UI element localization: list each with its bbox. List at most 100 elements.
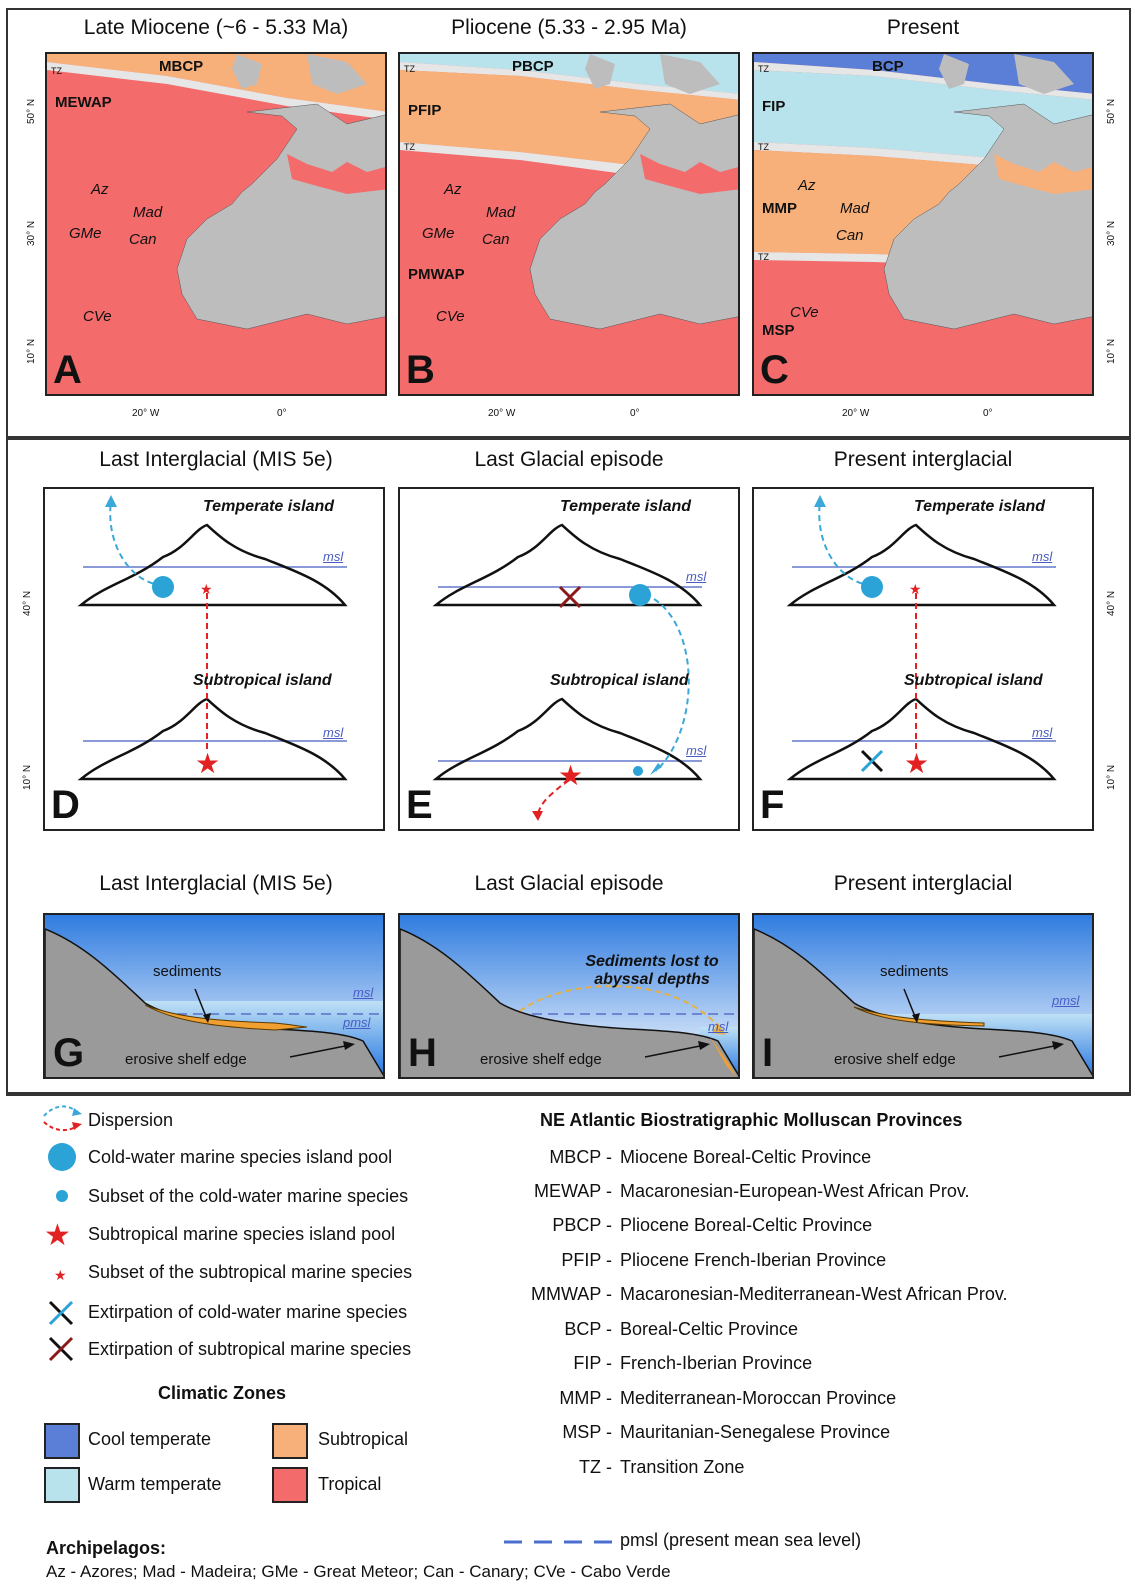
shelf-g-sediments-label: sediments bbox=[153, 963, 222, 980]
map-a-x-tick-0: 0° bbox=[277, 408, 287, 419]
shelf-panel-g: sediments msl pmsl erosive shelf edge G bbox=[43, 913, 385, 1079]
legend-cold-subset: Subset of the cold-water marine species bbox=[88, 1186, 409, 1206]
map-b: TZ TZ PBCP PFIP PMWAP Az Mad GMe Can CVe… bbox=[398, 52, 740, 396]
shelf-i-title: Present interglacial bbox=[833, 872, 1013, 895]
map-b-title: Pliocene (5.33 - 2.95 Ma) bbox=[451, 16, 687, 39]
shelf-h-letter: H bbox=[408, 1031, 437, 1075]
map-c-x-tick-0: 0° bbox=[983, 408, 993, 419]
island-e-subtropical-label: Subtropical island bbox=[550, 672, 689, 689]
zone-tropical: Tropical bbox=[318, 1474, 382, 1494]
shelf-panel-h: Sediments lost to abyssal depths msl ero… bbox=[398, 913, 740, 1079]
y-tick-10n-left: 10° N bbox=[26, 338, 37, 364]
legend-frame bbox=[6, 1094, 1131, 1584]
y-tick-10n-right-b: 10° N bbox=[1106, 764, 1117, 790]
map-a-letter: A bbox=[53, 348, 82, 392]
map-b-province-pmwap: PMWAP bbox=[408, 266, 465, 283]
province-abbr-pfip: PFIP - bbox=[561, 1250, 612, 1270]
y-tick-10n-right: 10° N bbox=[1106, 338, 1117, 364]
shelf-i-edge-label: erosive shelf edge bbox=[834, 1051, 956, 1068]
shelf-panel-i-graphic bbox=[754, 915, 1092, 1077]
island-panel-e-graphic: ★ bbox=[432, 523, 703, 821]
province-name-mmwap: Macaronesian-Mediterranean-West African … bbox=[620, 1284, 1008, 1304]
map-b-province-pbcp: PBCP bbox=[512, 58, 554, 75]
map-c-tz-label-2: TZ bbox=[758, 142, 769, 152]
map-b-province-pfip: PFIP bbox=[408, 102, 442, 119]
island-d-letter: D bbox=[51, 783, 80, 827]
island-f-subtropical-label: Subtropical island bbox=[904, 672, 1043, 689]
island-e-title: Last Glacial episode bbox=[474, 448, 664, 471]
shelf-g-msl-label: msl bbox=[353, 985, 374, 1000]
map-b-can-label: Can bbox=[482, 231, 510, 248]
map-a-gme-label: GMe bbox=[69, 225, 102, 242]
map-a-x-tick-20w: 20° W bbox=[132, 408, 160, 419]
province-name-pbcp: Pliocene Boreal-Celtic Province bbox=[620, 1215, 873, 1235]
islands-and-shelves-frame bbox=[6, 438, 1131, 1094]
island-f-msl-label-2: msl bbox=[1032, 725, 1053, 740]
island-e-letter: E bbox=[406, 783, 433, 827]
map-c: TZ TZ TZ BCP FIP MMP MSP Az Mad Can CVe … bbox=[752, 52, 1094, 396]
y-tick-10n-left-b: 10° N bbox=[22, 764, 33, 790]
shelf-i-sediments-label: sediments bbox=[880, 963, 949, 980]
legend-pmsl-dash bbox=[504, 1540, 614, 1544]
shelf-i-pmsl-label: pmsl bbox=[1052, 993, 1080, 1008]
map-a-can-label: Can bbox=[129, 231, 157, 248]
legend-pmsl-note: pmsl (present mean sea level) bbox=[620, 1530, 862, 1550]
province-name-mbcp: Miocene Boreal-Celtic Province bbox=[620, 1147, 872, 1167]
island-panel-e: ★ Temperate island Subtropical island ms… bbox=[398, 487, 740, 831]
map-a-az-label: Az bbox=[91, 181, 109, 198]
map-c-x-tick-20w: 20° W bbox=[842, 408, 870, 419]
y-tick-40n-left: 40° N bbox=[22, 590, 33, 616]
map-c-letter: C bbox=[760, 348, 789, 392]
legend-climatic-title: Climatic Zones bbox=[158, 1383, 287, 1403]
y-tick-30n-left: 30° N bbox=[26, 220, 37, 246]
map-b-az-label: Az bbox=[444, 181, 462, 198]
map-b-tz-label-1: TZ bbox=[404, 64, 415, 74]
shelf-h-sediments-label: Sediments lost to abyssal depths bbox=[585, 953, 719, 988]
shelf-g-pmsl-label: pmsl bbox=[343, 1015, 371, 1030]
legend-cold-pool: Cold-water marine species island pool bbox=[88, 1147, 393, 1167]
map-b-mad-label: Mad bbox=[486, 204, 516, 221]
legend-extirpation-cold: Extirpation of cold-water marine species bbox=[88, 1302, 408, 1322]
y-tick-40n-right: 40° N bbox=[1106, 590, 1117, 616]
legend-symbols: ★ ★ bbox=[43, 1105, 82, 1362]
map-c-province-bcp: BCP bbox=[872, 58, 904, 75]
province-abbr-mewap: MEWAP - bbox=[533, 1181, 612, 1201]
shelf-g-title: Last Interglacial (MIS 5e) bbox=[99, 872, 333, 895]
shelf-panel-i: sediments pmsl erosive shelf edge I bbox=[752, 913, 1094, 1079]
island-e-msl-label-2: msl bbox=[686, 743, 707, 758]
island-panel-f-graphic: ★ ★ bbox=[786, 495, 1057, 781]
province-abbr-bcp: BCP - bbox=[564, 1319, 612, 1339]
province-name-bcp: Boreal-Celtic Province bbox=[620, 1319, 799, 1339]
y-tick-50n-left: 50° N bbox=[26, 98, 37, 124]
island-d-msl-label-1: msl bbox=[323, 549, 344, 564]
map-c-az-label: Az bbox=[798, 177, 816, 194]
island-panel-f: ★ ★ Temperate island Subtropical island … bbox=[752, 487, 1094, 831]
swatch-tropical bbox=[272, 1467, 308, 1503]
map-a: TZ MBCP MEWAP Az Mad GMe Can CVe A bbox=[45, 52, 387, 396]
province-abbr-mmp: MMP - bbox=[559, 1388, 612, 1408]
province-name-fip: French-Iberian Province bbox=[620, 1353, 813, 1373]
shelf-h-edge-label: erosive shelf edge bbox=[480, 1051, 602, 1068]
provinces-title: NE Atlantic Biostratigraphic Molluscan P… bbox=[540, 1110, 963, 1130]
shelf-h-title: Last Glacial episode bbox=[474, 872, 664, 895]
province-name-pfip: Pliocene French-Iberian Province bbox=[620, 1250, 887, 1270]
map-a-cve-label: CVe bbox=[83, 308, 112, 325]
shelf-g-edge-label: erosive shelf edge bbox=[125, 1051, 247, 1068]
map-b-tz-label-2: TZ bbox=[404, 142, 415, 152]
svg-text:★: ★ bbox=[558, 760, 583, 791]
island-d-title: Last Interglacial (MIS 5e) bbox=[99, 448, 333, 471]
map-c-graphic bbox=[754, 54, 1092, 394]
map-b-x-tick-20w: 20° W bbox=[488, 408, 516, 419]
shelf-g-letter: G bbox=[53, 1031, 85, 1075]
shelf-panel-h-graphic bbox=[400, 915, 738, 1077]
map-a-province-mewap: MEWAP bbox=[55, 94, 112, 111]
island-e-msl-label-1: msl bbox=[686, 569, 707, 584]
svg-text:★: ★ bbox=[54, 1267, 67, 1283]
map-c-cve-label: CVe bbox=[790, 304, 819, 321]
svg-text:★: ★ bbox=[195, 748, 220, 779]
y-tick-50n-right: 50° N bbox=[1106, 98, 1117, 124]
shelf-h-msl-label: msl bbox=[708, 1019, 729, 1034]
map-c-tz-label-3: TZ bbox=[758, 252, 769, 262]
legend-dispersion: Dispersion bbox=[88, 1110, 174, 1130]
island-f-letter: F bbox=[760, 783, 785, 827]
